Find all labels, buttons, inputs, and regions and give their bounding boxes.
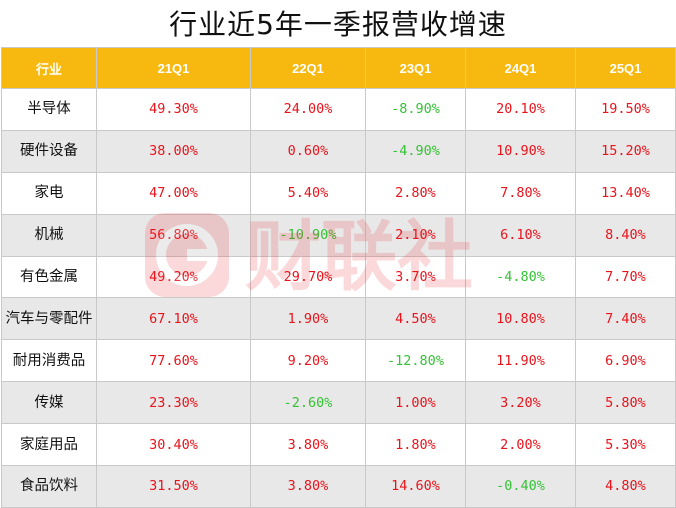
growth-value-cell: 24.00% — [250, 88, 366, 131]
table-row: 硬件设备 38.00% 0.60% -4.90% 10.90% 15.20% — [1, 129, 676, 173]
growth-value-cell: 8.40% — [575, 213, 676, 257]
growth-value-cell: 14.60% — [365, 465, 466, 508]
growth-value-cell: 49.20% — [96, 255, 251, 299]
growth-value-cell: 23.30% — [96, 381, 251, 425]
table-row: 食品饮料 31.50% 3.80% 14.60% -0.40% 4.80% — [1, 465, 676, 508]
header-25q1: 25Q1 — [575, 47, 676, 89]
growth-value-cell: 7.70% — [575, 255, 676, 299]
growth-value-cell: 1.90% — [250, 297, 366, 341]
growth-value-cell: 19.50% — [575, 88, 676, 131]
row-label: 传媒 — [1, 381, 97, 425]
table-row: 机械 56.80% -10.90% 2.10% 6.10% 8.40% — [1, 213, 676, 257]
header-21q1: 21Q1 — [96, 47, 251, 89]
page-title: 行业近5年一季报营收增速 — [169, 8, 507, 41]
growth-value-cell: 1.80% — [365, 423, 466, 467]
growth-value-cell: 9.20% — [250, 339, 366, 383]
growth-value-cell: 29.70% — [250, 255, 366, 299]
growth-value-cell: 5.80% — [575, 381, 676, 425]
table-row: 耐用消费品 77.60% 9.20% -12.80% 11.90% 6.90% — [1, 339, 676, 383]
growth-value-cell: 4.50% — [365, 297, 466, 341]
header-industry: 行业 — [1, 47, 97, 89]
row-label: 硬件设备 — [1, 129, 97, 173]
growth-value-cell: -10.90% — [250, 213, 366, 257]
growth-value-cell: -4.80% — [465, 255, 576, 299]
growth-value-cell: 6.90% — [575, 339, 676, 383]
growth-value-cell: 3.20% — [465, 381, 576, 425]
growth-value-cell: 1.00% — [365, 381, 466, 425]
growth-value-cell: -0.40% — [465, 465, 576, 508]
growth-table: 行业 21Q1 22Q1 23Q1 24Q1 25Q1 半导体 49.30% 24.… — [1, 47, 676, 508]
table-row: 半导体 49.30% 24.00% -8.90% 20.10% 19.50% — [1, 88, 676, 131]
table-body: 半导体 49.30% 24.00% -8.90% 20.10% 19.50% 硬件设备 38.… — [1, 88, 676, 508]
table-row: 家电 47.00% 5.40% 2.80% 7.80% 13.40% — [1, 171, 676, 215]
growth-value-cell: 15.20% — [575, 129, 676, 173]
growth-value-cell: 13.40% — [575, 171, 676, 215]
growth-value-cell: 10.80% — [465, 297, 576, 341]
growth-value-cell: 6.10% — [465, 213, 576, 257]
row-label: 耐用消费品 — [1, 339, 97, 383]
growth-value-cell: 11.90% — [465, 339, 576, 383]
row-label: 机械 — [1, 213, 97, 257]
growth-value-cell: 67.10% — [96, 297, 251, 341]
row-label: 汽车与零配件 — [1, 297, 97, 341]
growth-value-cell: 20.10% — [465, 88, 576, 131]
growth-value-cell: 4.80% — [575, 465, 676, 508]
growth-value-cell: 38.00% — [96, 129, 251, 173]
table-row: 传媒 23.30% -2.60% 1.00% 3.20% 5.80% — [1, 381, 676, 425]
growth-value-cell: 47.00% — [96, 171, 251, 215]
table-header-row: 行业 21Q1 22Q1 23Q1 24Q1 25Q1 — [1, 47, 676, 89]
growth-value-cell: -8.90% — [365, 88, 466, 131]
growth-value-cell: 3.80% — [250, 465, 366, 508]
growth-value-cell: 30.40% — [96, 423, 251, 467]
growth-value-cell: 7.80% — [465, 171, 576, 215]
row-label: 半导体 — [1, 88, 97, 131]
growth-value-cell: 3.70% — [365, 255, 466, 299]
growth-value-cell: 3.80% — [250, 423, 366, 467]
growth-value-cell: -2.60% — [250, 381, 366, 425]
growth-value-cell: 0.60% — [250, 129, 366, 173]
growth-value-cell: 2.80% — [365, 171, 466, 215]
row-label: 食品饮料 — [1, 465, 97, 508]
header-22q1: 22Q1 — [250, 47, 366, 89]
growth-value-cell: 7.40% — [575, 297, 676, 341]
table-row: 有色金属 49.20% 29.70% 3.70% -4.80% 7.70% — [1, 255, 676, 299]
growth-value-cell: 2.10% — [365, 213, 466, 257]
row-label: 家电 — [1, 171, 97, 215]
growth-value-cell: 2.00% — [465, 423, 576, 467]
growth-value-cell: 56.80% — [96, 213, 251, 257]
header-23q1: 23Q1 — [365, 47, 466, 89]
growth-value-cell: 31.50% — [96, 465, 251, 508]
growth-value-cell: 77.60% — [96, 339, 251, 383]
growth-value-cell: -4.90% — [365, 129, 466, 173]
table-row: 汽车与零配件 67.10% 1.90% 4.50% 10.80% 7.40% — [1, 297, 676, 341]
table-row: 家庭用品 30.40% 3.80% 1.80% 2.00% 5.30% — [1, 423, 676, 467]
header-24q1: 24Q1 — [465, 47, 576, 89]
row-label: 家庭用品 — [1, 423, 97, 467]
growth-value-cell: 10.90% — [465, 129, 576, 173]
row-label: 有色金属 — [1, 255, 97, 299]
growth-value-cell: 5.30% — [575, 423, 676, 467]
growth-value-cell: 49.30% — [96, 88, 251, 131]
growth-value-cell: -12.80% — [365, 339, 466, 383]
growth-value-cell: 5.40% — [250, 171, 366, 215]
